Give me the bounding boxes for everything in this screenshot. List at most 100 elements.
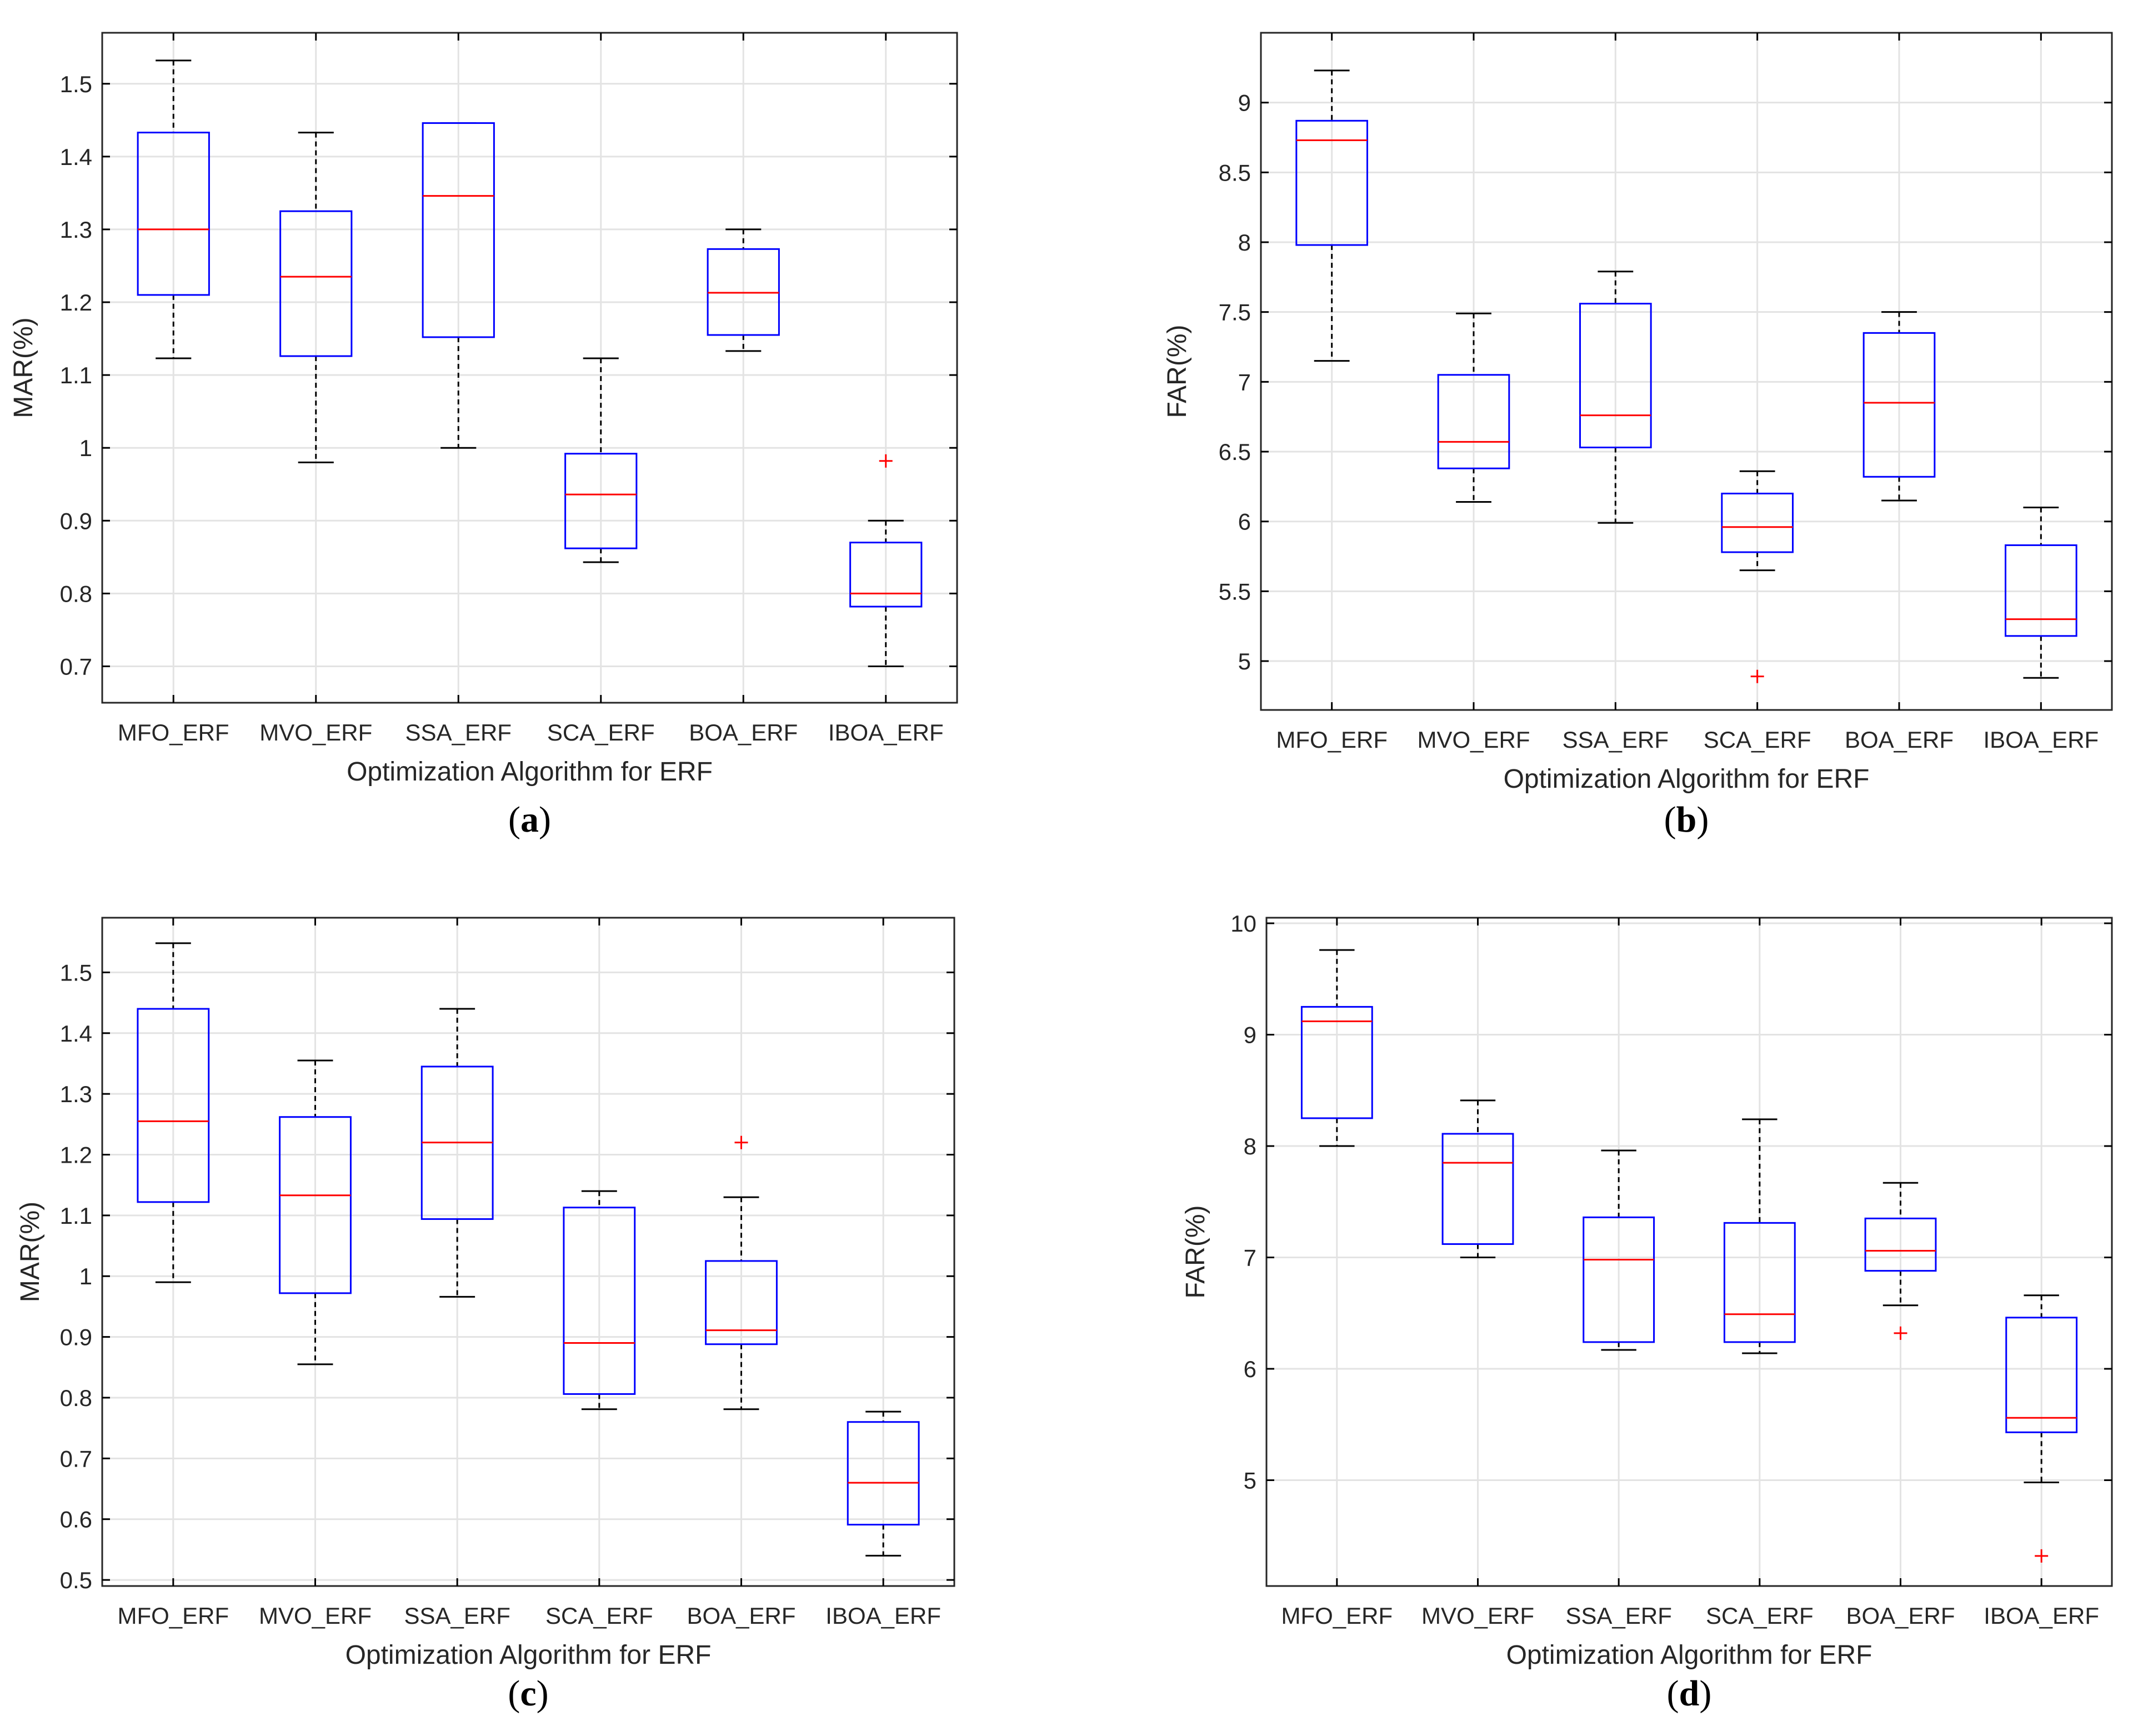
box-BOA_ERF	[707, 228, 780, 352]
box-MFO_ERF	[137, 942, 210, 1283]
outlier-marker	[1894, 1326, 1907, 1340]
panel-label: (a)	[508, 799, 551, 840]
box-SSA_ERF	[1579, 271, 1652, 524]
iqr-box	[1295, 119, 1368, 246]
y-tick-label: 0.8	[60, 581, 92, 607]
iqr-box	[847, 1421, 920, 1526]
y-tick-label: 5.5	[1219, 578, 1251, 604]
iqr-box	[1300, 1005, 1373, 1119]
iqr-box	[279, 1116, 352, 1294]
x-tick-label: MVO_ERF	[259, 719, 372, 746]
y-tick-label: 1.2	[60, 289, 92, 316]
x-tick-label: MFO_ERF	[118, 719, 229, 746]
x-axis-label: Optimization Algorithm for ERF	[347, 757, 713, 787]
panel-label: (c)	[508, 1673, 548, 1714]
box-BOA_ERF	[1864, 1182, 1937, 1340]
y-tick-label: 0.6	[60, 1507, 92, 1533]
y-tick-label: 9	[1238, 90, 1251, 116]
panel-b: 5 5.5 6 6.5 7 7.5 8 8.5 9 MFO_ERF MVO_ERF SSA_ERF SC…	[1163, 32, 2113, 840]
box-MVO_ERF	[1441, 1099, 1514, 1259]
iqr-box	[1864, 1217, 1937, 1272]
y-tick-label: 1	[79, 1263, 92, 1289]
x-tick-label: IBOA_ERF	[828, 719, 944, 746]
plot-frame	[1260, 32, 2113, 711]
iqr-box	[564, 453, 638, 549]
outlier-marker	[879, 454, 893, 468]
box-MVO_ERF	[1437, 312, 1510, 503]
iqr-box	[705, 1260, 778, 1345]
y-tick-label: 1.5	[60, 71, 92, 97]
iqr-box	[849, 542, 923, 608]
outlier-marker	[734, 1135, 748, 1149]
x-tick-label: IBOA_ERF	[825, 1603, 941, 1629]
iqr-box	[137, 1008, 210, 1203]
iqr-box	[2005, 544, 2077, 637]
y-tick-label: 1.3	[60, 217, 92, 243]
box-SSA_ERF	[422, 122, 495, 449]
y-tick-label: 7	[1238, 369, 1251, 395]
y-tick-label: 0.9	[60, 1324, 92, 1350]
box-MVO_ERF	[279, 1059, 352, 1365]
y-tick-label: 0.7	[60, 653, 92, 679]
x-axis-label: Optimization Algorithm for ERF	[1504, 764, 1870, 794]
y-axis-label: FAR(%)	[1181, 1205, 1210, 1299]
x-tick-label: IBOA_ERF	[1983, 727, 2099, 753]
y-tick-label: 10	[1230, 910, 1256, 937]
y-tick-label: 1.2	[60, 1142, 92, 1168]
y-tick-label: 8.5	[1219, 159, 1251, 186]
panel-d: 5 6 7 8 9 10 MFO_ERF MVO_ERF SSA_ERF SCA_ERF BOA_E…	[1181, 910, 2113, 1714]
box-IBOA_ERF	[847, 1410, 920, 1557]
x-tick-label: IBOA_ERF	[1984, 1603, 2099, 1629]
iqr-box	[1721, 492, 1794, 553]
iqr-box	[1583, 1216, 1655, 1343]
y-tick-label: 1.4	[60, 144, 92, 170]
y-tick-label: 0.7	[60, 1445, 92, 1472]
y-axis-label: MAR(%)	[9, 317, 38, 418]
x-tick-label: BOA_ERF	[689, 719, 798, 746]
y-tick-label: 0.9	[60, 508, 92, 534]
panel-label: (d)	[1667, 1673, 1712, 1714]
x-axis-label: Optimization Algorithm for ERF	[1506, 1640, 1872, 1670]
y-tick-label: 8	[1244, 1133, 1256, 1159]
x-tick-label: MFO_ERF	[1276, 727, 1388, 753]
x-tick-label: SSA_ERF	[405, 719, 512, 746]
y-tick-label: 6.5	[1219, 439, 1251, 465]
box-IBOA_ERF	[2005, 1294, 2078, 1563]
box-SSA_ERF	[1583, 1149, 1655, 1351]
y-tick-label: 1.1	[60, 362, 92, 388]
outlier-marker	[2035, 1549, 2049, 1563]
y-tick-label: 7.5	[1219, 299, 1251, 326]
box-IBOA_ERF	[849, 454, 923, 667]
y-tick-label: 8	[1238, 229, 1251, 256]
panel-letter: d	[1679, 1673, 1700, 1714]
x-tick-label: SCA_ERF	[545, 1603, 653, 1629]
x-tick-label: BOA_ERF	[1845, 727, 1954, 753]
x-tick-label: MFO_ERF	[1281, 1603, 1393, 1629]
panel-letter: c	[520, 1673, 536, 1714]
iqr-box	[1862, 332, 1936, 478]
box-MFO_ERF	[1295, 69, 1368, 362]
x-axis-label: Optimization Algorithm for ERF	[346, 1640, 712, 1670]
y-tick-label: 0.5	[60, 1567, 92, 1593]
x-tick-label: MVO_ERF	[1421, 1603, 1534, 1629]
x-tick-label: BOA_ERF	[1846, 1603, 1955, 1629]
box-BOA_ERF	[705, 1135, 778, 1410]
y-tick-label: 5	[1238, 648, 1251, 674]
panel-c: 0.5 0.6 0.7 0.8 0.9 1 1.1 1.2 1.3 1.4 1.5 MFO_ERF MV…	[16, 917, 955, 1714]
iqr-box	[1441, 1133, 1514, 1245]
x-tick-label: MVO_ERF	[259, 1603, 372, 1629]
y-tick-label: 1.4	[60, 1020, 92, 1047]
y-tick-label: 1.1	[60, 1203, 92, 1229]
plot-frame	[101, 32, 958, 704]
x-tick-label: SSA_ERF	[404, 1603, 510, 1629]
iqr-box	[563, 1207, 636, 1395]
x-tick-label: MFO_ERF	[117, 1603, 229, 1629]
iqr-box	[1579, 303, 1652, 448]
panel-label: (b)	[1664, 799, 1709, 840]
y-tick-label: 1	[79, 435, 92, 461]
outlier-marker	[1750, 669, 1764, 683]
y-axis-label: MAR(%)	[16, 1202, 45, 1302]
x-tick-label: SCA_ERF	[547, 719, 655, 746]
panel-letter: b	[1676, 799, 1697, 840]
